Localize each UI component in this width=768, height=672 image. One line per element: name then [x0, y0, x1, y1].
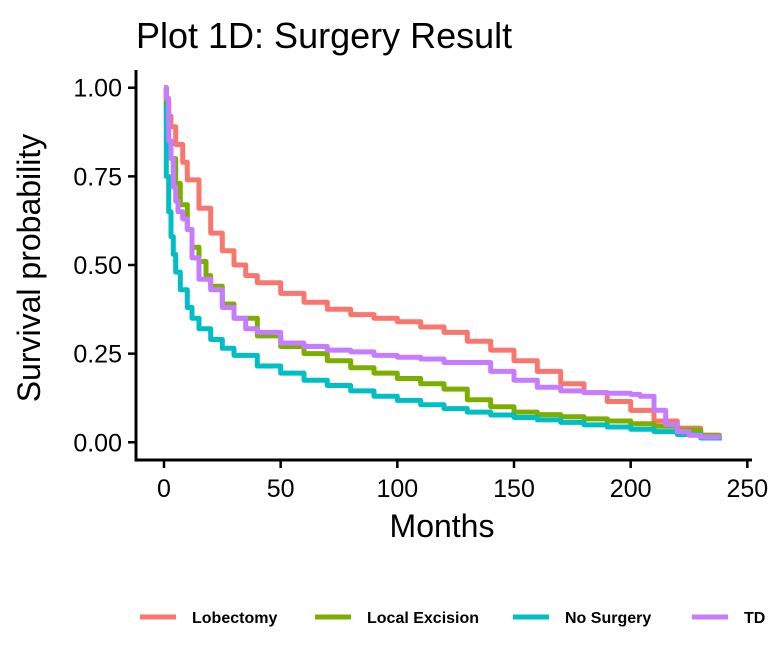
x-tick-label: 250 — [726, 475, 768, 503]
y-tick-label: 0.00 — [73, 429, 122, 457]
y-tick-label: 0.75 — [73, 163, 122, 191]
legend: Lobectomy Local Excision No Surgery TD — [140, 610, 765, 627]
y-tick-label: 0.50 — [73, 252, 122, 280]
x-tick-label: 150 — [493, 475, 535, 503]
y-axis-title: Survival probability — [11, 134, 47, 403]
legend-label-td: TD — [744, 610, 765, 627]
axes: 0 50 100 150 200 250 0.00 0.25 0.50 0.75 1.00 — [73, 70, 768, 503]
x-tick-label: 50 — [267, 475, 295, 503]
x-tick-label: 100 — [376, 475, 418, 503]
series-line-local-excision — [163, 85, 722, 439]
legend-label-local-excision: Local Excision — [367, 610, 479, 627]
legend-label-no-surgery: No Surgery — [565, 610, 651, 627]
y-tick-label: 1.00 — [73, 75, 122, 103]
chart-title: Plot 1D: Surgery Result — [136, 15, 512, 56]
series-line-no-surgery — [163, 103, 722, 441]
x-tick-label: 0 — [157, 475, 171, 503]
y-tick-label: 0.25 — [73, 341, 122, 369]
series-line-td — [163, 85, 722, 440]
legend-label-lobectomy: Lobectomy — [192, 610, 277, 627]
x-axis-title: Months — [390, 508, 495, 544]
plot-area — [163, 85, 722, 441]
x-tick-label: 200 — [610, 475, 652, 503]
